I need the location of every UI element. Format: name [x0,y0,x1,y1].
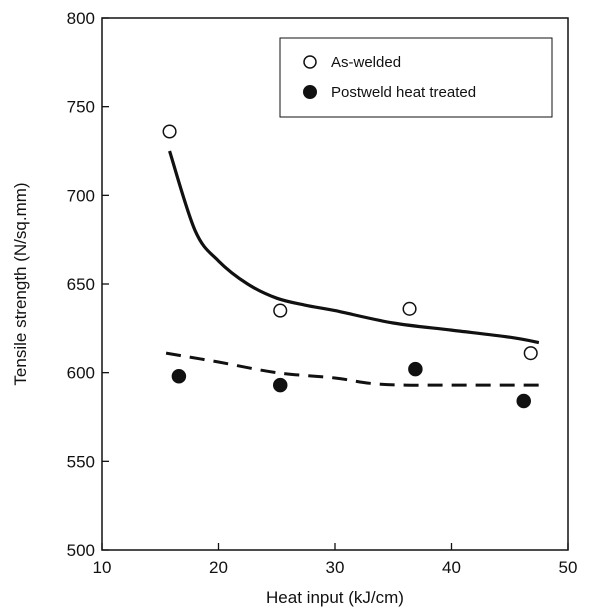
x-axis-title: Heat input (kJ/cm) [266,588,404,607]
as-welded-point [273,303,288,318]
postweld-point [171,368,187,384]
x-tick-label: 10 [93,558,112,577]
legend-marker-as-welded [303,55,317,69]
y-axis: 500 550 600 650 700 750 800 [67,9,109,560]
legend-label-postweld: Postweld heat treated [331,84,476,101]
legend: As-welded Postweld heat treated [279,37,553,118]
x-tick-label: 30 [326,558,345,577]
y-tick-label: 700 [67,186,95,205]
legend-box [279,37,553,118]
y-tick-label: 800 [67,9,95,28]
y-tick-label: 600 [67,364,95,383]
as-welded-point [523,346,538,361]
postweld-point [408,361,423,377]
y-axis-title: Tensile strength (N/sq.mm) [11,182,30,385]
legend-label-as-welded: As-welded [331,54,401,71]
y-tick-label: 750 [67,98,95,117]
x-tick-label: 50 [559,558,578,577]
as-welded-point [162,124,177,139]
y-tick-label: 500 [67,541,95,560]
trend-lines [165,150,540,387]
y-tick-label: 650 [67,275,95,294]
x-tick-label: 40 [442,558,461,577]
as-welded-trend-line [168,150,540,345]
postweld-trend-line [165,351,539,387]
postweld-point [272,377,288,393]
x-tick-label: 20 [209,558,228,577]
postweld-point [516,393,531,409]
x-axis: 10 20 30 40 50 [93,543,578,577]
as-welded-point [402,301,417,316]
y-tick-label: 550 [67,452,95,471]
data-points [162,124,538,409]
legend-marker-postweld [303,85,317,99]
